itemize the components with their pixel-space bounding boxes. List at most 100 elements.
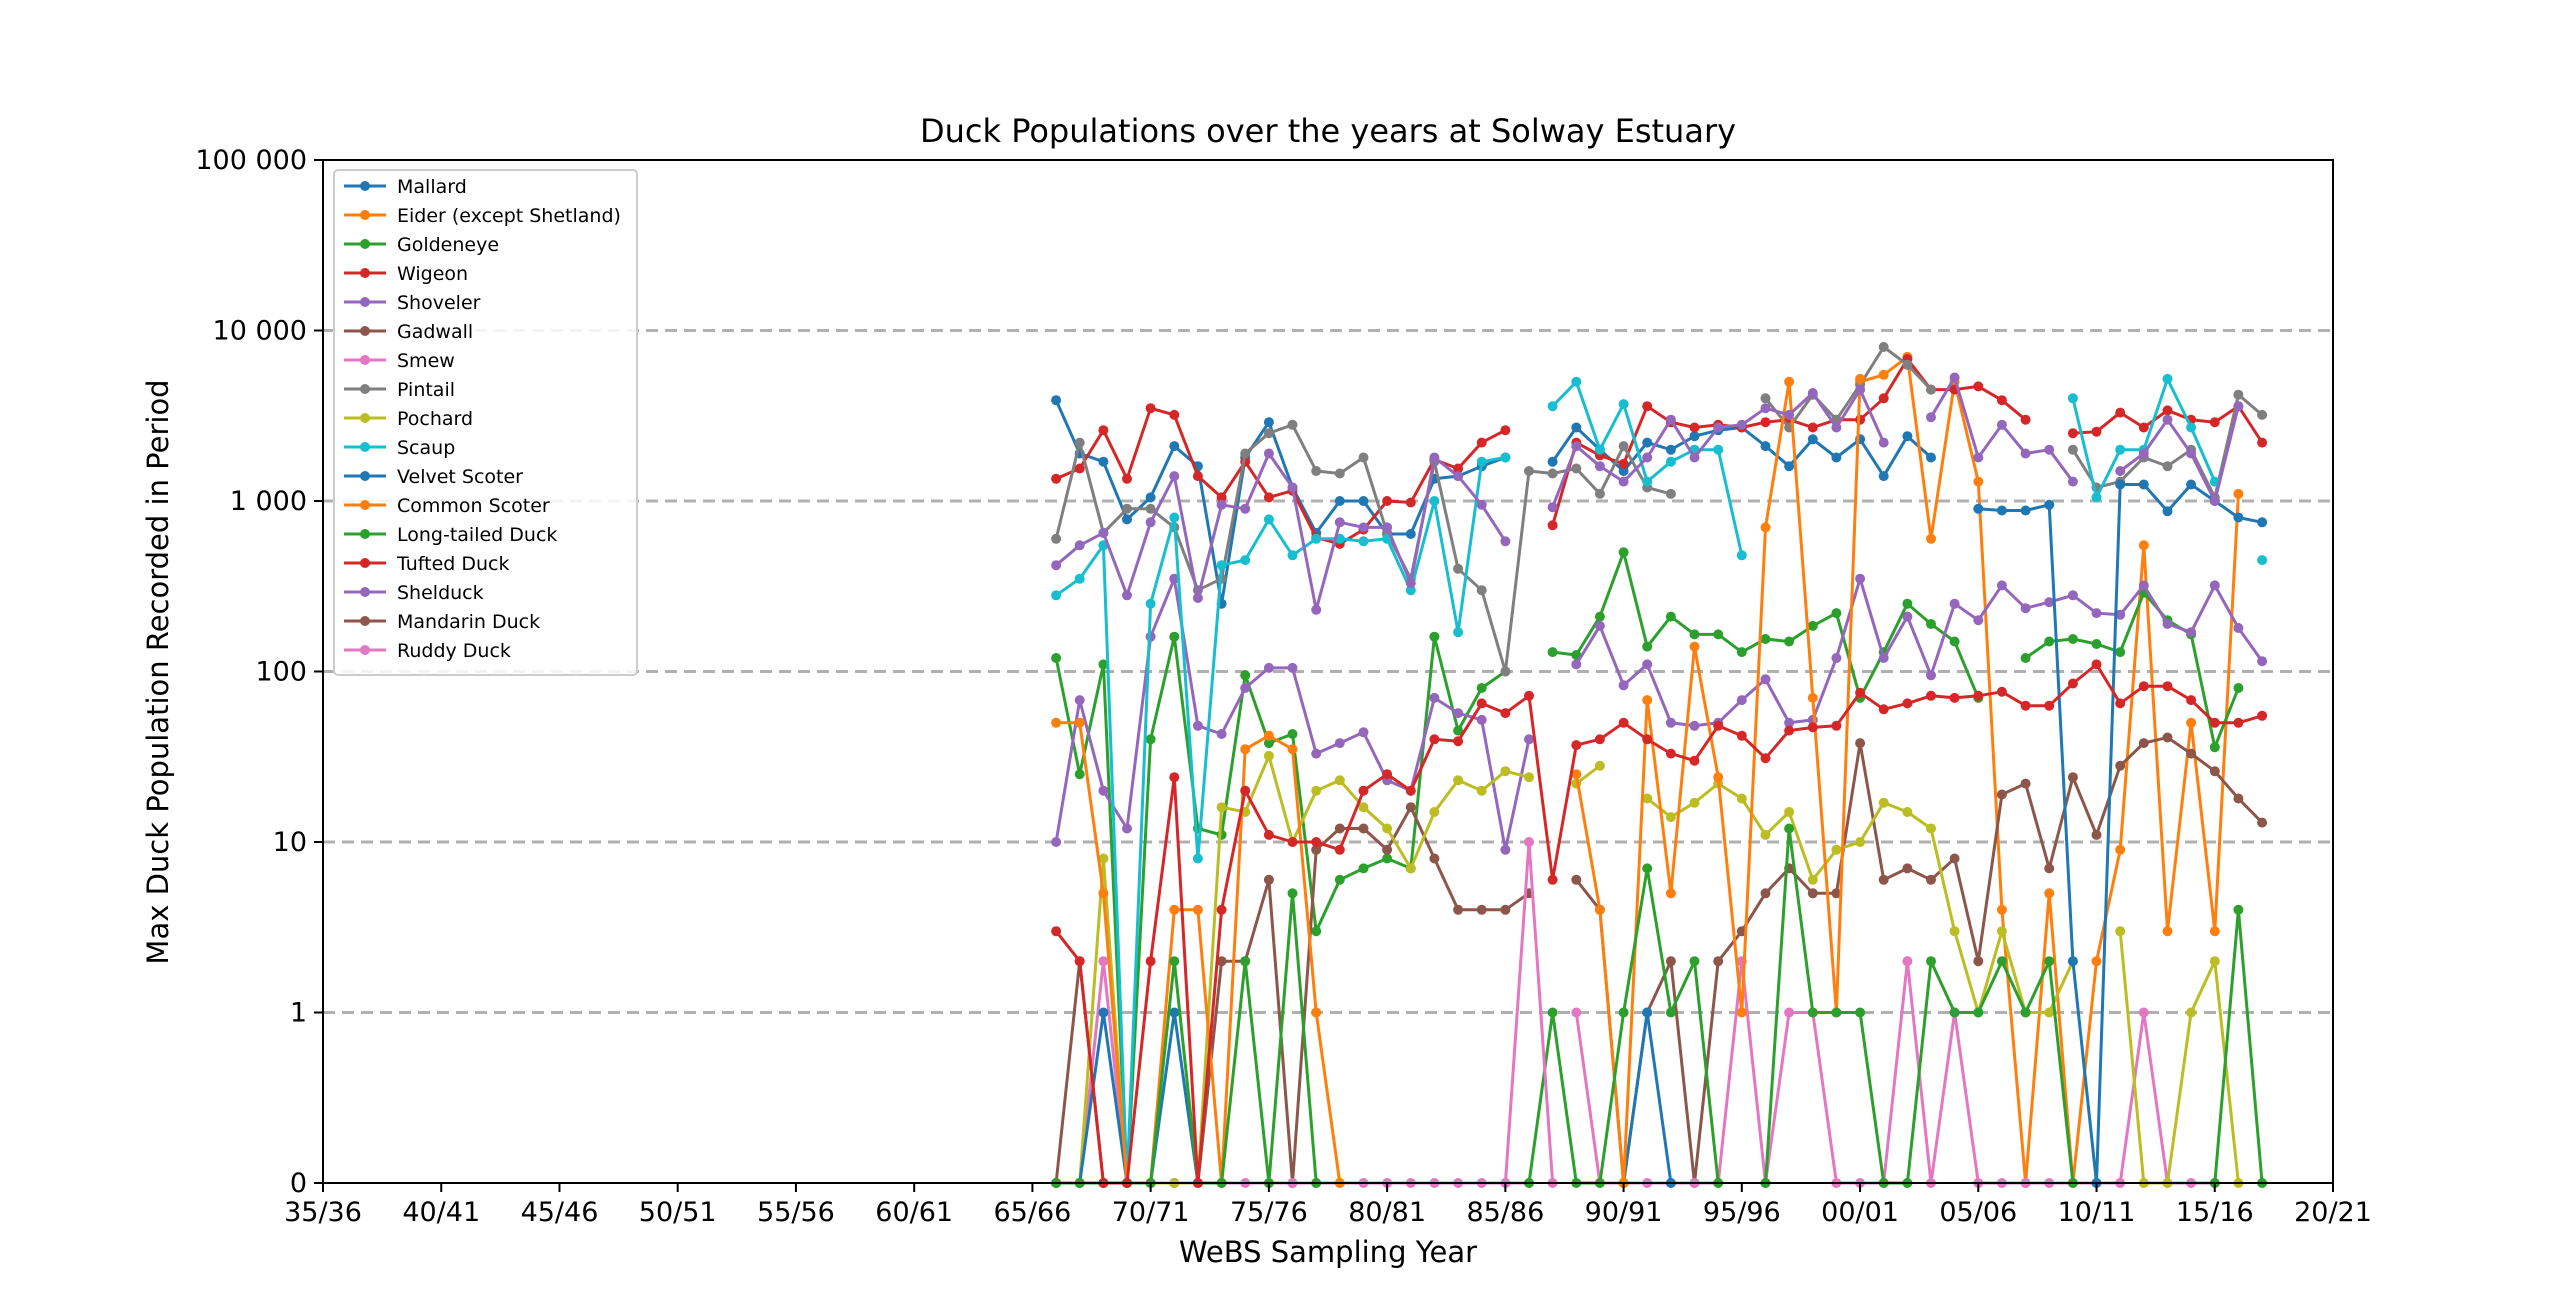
data-point (1358, 823, 1369, 834)
data-point (1476, 714, 1487, 725)
data-point (1074, 437, 1085, 448)
legend-label: Pintail (397, 379, 455, 401)
data-point (1382, 496, 1393, 506)
data-point (1311, 1007, 1322, 1018)
legend-item: Long-tailed Duck (344, 524, 557, 546)
data-point (1240, 785, 1251, 796)
data-point (1263, 492, 1274, 503)
data-point (2044, 1007, 2055, 1018)
data-point (2233, 488, 2244, 499)
x-tick-label: 05/06 (1939, 1197, 2017, 1228)
data-point (2020, 414, 2031, 425)
data-point (2162, 619, 2173, 629)
data-point (1453, 736, 1464, 747)
data-point (1051, 395, 1062, 406)
data-point (2067, 393, 2078, 404)
data-point (2233, 512, 2244, 523)
data-point (1500, 766, 1511, 777)
data-point (1665, 888, 1676, 899)
data-point (2162, 506, 2173, 517)
series-9 (1051, 373, 2268, 1188)
data-point (2233, 623, 2244, 633)
data-point (1973, 1007, 1984, 1018)
data-point (1500, 904, 1511, 915)
legend-item: Shoveler (344, 292, 481, 314)
data-point (1996, 956, 2007, 967)
data-point (2044, 956, 2055, 967)
data-point (2067, 428, 2078, 439)
data-point (2044, 499, 2055, 510)
legend-label: Mallard (397, 176, 467, 198)
y-tick-label: 10 000 (213, 316, 307, 347)
data-point (1074, 540, 1085, 551)
data-point (1500, 708, 1511, 719)
data-point (1263, 514, 1274, 525)
data-point (1263, 448, 1274, 459)
x-tick-label: 75/76 (1230, 1197, 1308, 1228)
data-point (1382, 769, 1393, 780)
legend-swatch-marker (360, 239, 370, 249)
data-point (1169, 956, 1180, 967)
data-point (1689, 629, 1700, 640)
data-point (1334, 823, 1345, 834)
legend-item: Tufted Duck (344, 553, 509, 575)
data-point (1476, 456, 1487, 467)
data-point (1051, 473, 1062, 484)
data-point (2020, 603, 2031, 614)
data-point (1453, 904, 1464, 915)
data-point (1949, 372, 1960, 383)
data-point (1736, 730, 1747, 741)
legend-item: Wigeon (344, 263, 468, 285)
data-point (1358, 496, 1369, 506)
legend-label: Goldeneye (397, 234, 499, 256)
data-point (1547, 520, 1558, 531)
data-point (1878, 342, 1889, 352)
data-point (1807, 874, 1818, 885)
legend-swatch-marker (360, 587, 370, 597)
data-point (1973, 956, 1984, 967)
data-point (1429, 496, 1440, 506)
data-point (2162, 405, 2173, 416)
series-13 (1051, 659, 2268, 1188)
data-point (1311, 926, 1322, 937)
data-point (1760, 441, 1771, 452)
data-point (2209, 476, 2220, 487)
data-point (1051, 653, 1062, 663)
data-point (2115, 609, 2126, 620)
data-point (1122, 503, 1132, 514)
data-point (1855, 373, 1866, 384)
data-point (1689, 431, 1700, 442)
data-point (1949, 598, 1960, 609)
data-point (1169, 471, 1180, 482)
data-point (2186, 422, 2197, 433)
data-point (1855, 1007, 1866, 1018)
data-point (1405, 785, 1416, 796)
data-point (1074, 573, 1085, 584)
x-tick-label: 60/61 (875, 1197, 953, 1228)
data-point (1760, 674, 1771, 685)
data-point (1807, 1007, 1818, 1018)
data-point (1594, 904, 1605, 915)
data-point (2257, 817, 2268, 828)
data-point (1476, 437, 1487, 448)
data-point (1311, 466, 1322, 476)
data-point (1169, 772, 1180, 783)
data-point (1334, 844, 1345, 855)
legend-item: Mandarin Duck (344, 611, 540, 633)
data-point (1453, 463, 1464, 474)
data-point (1192, 471, 1203, 482)
legend-swatch-marker (360, 558, 370, 568)
data-point (1665, 812, 1676, 823)
data-point (1358, 785, 1369, 796)
data-point (2186, 748, 2197, 759)
data-point (2091, 956, 2102, 967)
data-point (1169, 631, 1180, 642)
data-point (1547, 874, 1558, 885)
data-point (1973, 615, 1984, 626)
data-point (1713, 422, 1724, 433)
data-point (1831, 888, 1842, 899)
data-point (1074, 956, 1085, 967)
data-point (1334, 496, 1345, 506)
data-point (1807, 692, 1818, 703)
data-point (1571, 376, 1582, 387)
